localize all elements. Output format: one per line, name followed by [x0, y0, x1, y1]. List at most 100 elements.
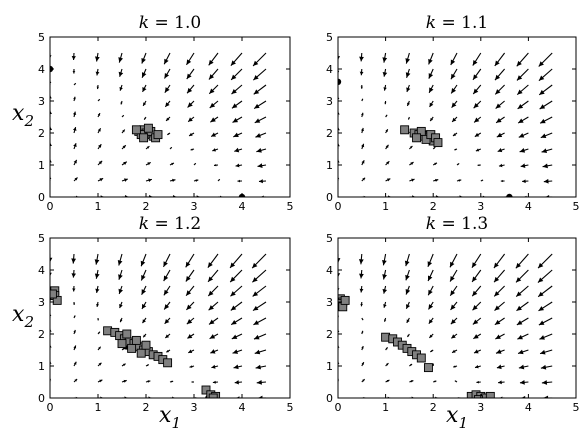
- quiver-arrow-head: [232, 117, 239, 123]
- y-tick-label: 2: [326, 328, 333, 341]
- quiver-arrow-head: [50, 126, 53, 130]
- x-tick-label: 3: [191, 401, 198, 414]
- quiver-arrow-head: [406, 319, 410, 323]
- quiver-arrow-head: [253, 89, 260, 95]
- quiver-arrow-head: [496, 349, 502, 354]
- quiver-arrow-head: [385, 144, 389, 149]
- square-marker: [201, 385, 211, 395]
- quiver-arrow-head: [452, 133, 457, 136]
- quiver-arrow-head: [72, 111, 77, 115]
- quiver-arrow-head: [230, 305, 237, 311]
- quiver-arrow-head: [73, 329, 76, 333]
- quiver-arrow-head: [98, 144, 102, 148]
- square-marker: [400, 125, 410, 135]
- quiver-arrow-head: [94, 56, 100, 62]
- plot-area: [50, 52, 267, 197]
- quiver-arrow-head: [458, 179, 462, 182]
- square-marker: [139, 133, 149, 143]
- quiver-arrow-head: [253, 60, 259, 66]
- quiver-arrow-head: [144, 117, 146, 120]
- x-tick-label: 0: [47, 200, 54, 213]
- quiver-arrow-head: [518, 364, 525, 370]
- quiver-arrow-head: [99, 178, 104, 182]
- quiver-arrow-head: [122, 145, 126, 149]
- quiver-arrow-head: [255, 364, 262, 370]
- y-tick-label: 0: [326, 191, 333, 204]
- y-tick-label: 4: [38, 63, 45, 76]
- quiver-arrow-head: [429, 334, 433, 338]
- panel-title: k = 1.2: [139, 214, 201, 234]
- quiver-arrow-head: [148, 178, 152, 183]
- quiver-arrow-head: [476, 380, 479, 384]
- quiver-arrow-head: [141, 58, 146, 64]
- quiver-arrow-head: [386, 178, 391, 182]
- quiver-arrow-head: [167, 133, 170, 135]
- quiver-arrow-head: [235, 163, 240, 168]
- quiver-arrow-head: [473, 334, 479, 339]
- quiver-arrow-head: [386, 379, 390, 383]
- x-tick-label: 5: [287, 200, 294, 213]
- x-tick-label: 5: [573, 401, 580, 414]
- quiver-arrow-head: [359, 288, 364, 293]
- quiver-arrow-head: [140, 260, 146, 267]
- quiver-arrow-head: [258, 395, 263, 398]
- quiver-arrow-head: [360, 86, 363, 89]
- quiver-arrow-head: [382, 259, 387, 266]
- quiver-arrow-head: [95, 288, 100, 293]
- quiver-arrow-head: [495, 334, 501, 339]
- quiver-arrow-head: [149, 194, 153, 197]
- quiver-arrow-head: [256, 379, 262, 385]
- quiver-arrow-head: [358, 259, 364, 265]
- quiver-arrow-head: [210, 117, 216, 123]
- y-axis-label: x2: [12, 101, 34, 130]
- x-tick-label: 5: [573, 200, 580, 213]
- quiver-arrow-head: [494, 305, 500, 311]
- square-marker: [52, 295, 62, 305]
- x-tick-label: 1: [95, 401, 102, 414]
- quiver-arrow-head: [231, 334, 238, 339]
- quiver-arrow-head: [258, 179, 263, 184]
- vector-field: [338, 52, 553, 197]
- quiver-arrow-head: [208, 305, 214, 311]
- x-tick-label: 2: [143, 200, 150, 213]
- quiver-arrow-head: [94, 259, 100, 265]
- y-tick-label: 5: [38, 232, 45, 245]
- quiver-arrow-head: [73, 361, 77, 365]
- x-tick-label: 4: [525, 401, 532, 414]
- y-tick-label: 3: [326, 95, 333, 108]
- quiver-arrow-head: [428, 319, 433, 324]
- quiver-arrow-head: [538, 75, 545, 81]
- x-tick-label: 0: [47, 401, 54, 414]
- quiver-arrow-head: [498, 163, 503, 168]
- quiver-arrow-head: [518, 118, 524, 124]
- quiver-arrow-head: [231, 103, 238, 109]
- quiver-arrow-head: [361, 160, 365, 164]
- quiver-arrow-head: [409, 145, 413, 149]
- quiver-arrow-head: [74, 177, 78, 181]
- quiver-arrow-head: [542, 163, 548, 169]
- quiver-arrow-head: [474, 132, 480, 137]
- quiver-arrow-head: [99, 379, 103, 383]
- quiver-arrow-head: [361, 330, 364, 333]
- quiver-arrow-head: [474, 117, 480, 123]
- quiver-arrow-head: [539, 104, 546, 110]
- quiver-arrow-head: [123, 178, 128, 182]
- quiver-arrow-head: [164, 58, 169, 65]
- quiver-arrow-head: [472, 319, 479, 325]
- quiver-arrow-head: [471, 262, 477, 268]
- quiver-arrow-head: [361, 143, 365, 148]
- quiver-arrow-head: [410, 364, 413, 366]
- quiver-arrow-head: [475, 364, 479, 369]
- panel-title: k = 1.1: [426, 13, 488, 33]
- quiver-arrow-head: [451, 334, 456, 339]
- quiver-arrow-head: [359, 273, 364, 279]
- quiver-arrow-head: [122, 115, 124, 117]
- square-marker: [423, 363, 433, 373]
- axes-frame: [49, 36, 291, 198]
- quiver-arrow-head: [141, 289, 147, 295]
- quiver-arrow-head: [210, 349, 216, 354]
- x-tick-label: 1: [382, 200, 389, 213]
- quiver-arrow-head: [98, 160, 103, 165]
- quiver-arrow-head: [516, 320, 523, 325]
- x-tick-label: 5: [287, 401, 294, 414]
